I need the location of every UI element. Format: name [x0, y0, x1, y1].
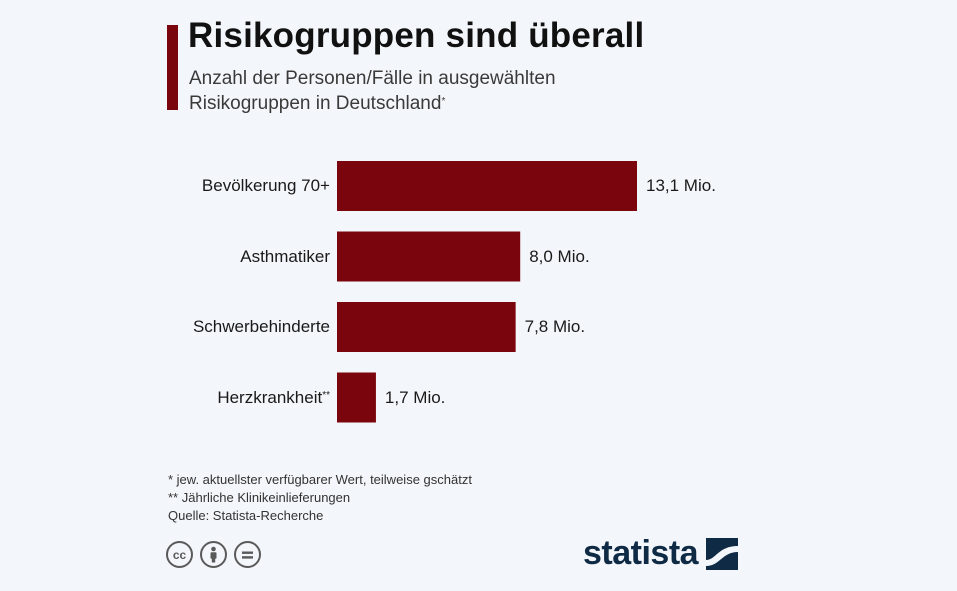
cc-icon[interactable]: cc — [166, 541, 193, 568]
value-label-2: 7,8 Mio. — [524, 317, 586, 336]
chart-subtitle: Anzahl der Personen/Fälle in ausgewählte… — [189, 66, 556, 116]
title-accent-bar — [167, 25, 178, 110]
bar-3 — [337, 372, 376, 423]
bar-0 — [337, 161, 637, 211]
value-label-3: 1,7 Mio. — [384, 387, 446, 407]
subtitle-line-2: Risikogruppen in Deutschland* — [189, 91, 556, 116]
category-label-3: Herzkrankheit** — [217, 387, 330, 407]
category-label-2: Schwerbehinderte — [192, 317, 330, 336]
no-derivatives-icon[interactable] — [234, 541, 261, 568]
chart-title: Risikogruppen sind überall — [188, 16, 645, 55]
attribution-icon[interactable] — [200, 541, 227, 568]
bar-2 — [337, 302, 516, 352]
subtitle-marker: * — [441, 96, 446, 107]
bar-1 — [337, 231, 521, 282]
footnote-2: ** Jährliche Klinikeinlieferungen — [168, 490, 351, 505]
subtitle-line-2-text: Risikogruppen in Deutschland — [189, 93, 442, 114]
statista-mark-icon — [706, 537, 739, 570]
statista-logo[interactable]: statista — [583, 534, 739, 573]
category-label-1: Asthmatiker — [240, 246, 330, 266]
footnote-1: * jew. aktuellster verfügbarer Wert, tei… — [168, 472, 472, 487]
subtitle-line-1: Anzahl der Personen/Fälle in ausgewählte… — [189, 68, 556, 89]
value-label-0: 13,1 Mio. — [646, 176, 716, 195]
category-label-0: Bevölkerung 70+ — [201, 176, 330, 195]
license-icons: cc — [166, 541, 261, 568]
source-note: Quelle: Statista-Recherche — [168, 508, 324, 523]
brand-name: statista — [583, 534, 699, 572]
value-label-1: 8,0 Mio. — [529, 246, 590, 266]
